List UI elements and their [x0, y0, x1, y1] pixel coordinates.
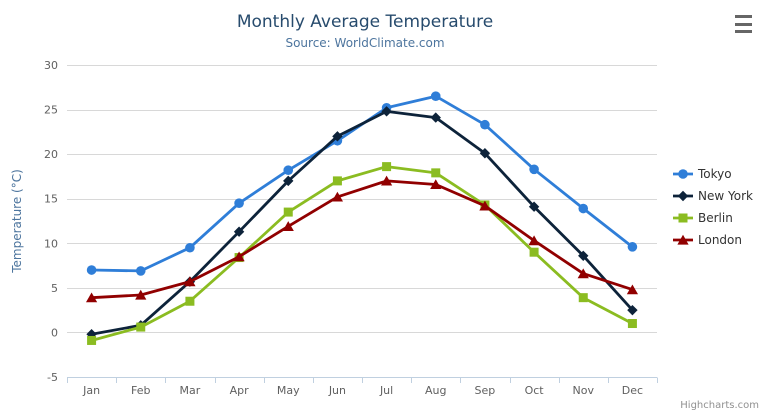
data-point-london[interactable]: [85, 292, 98, 303]
y-axis-label: -5: [47, 371, 58, 384]
data-point-new-york[interactable]: [430, 112, 441, 123]
data-point-berlin[interactable]: [87, 335, 97, 345]
triangle-marker-icon: [673, 234, 693, 245]
data-point-new-york[interactable]: [528, 201, 540, 212]
data-point-berlin[interactable]: [332, 176, 342, 186]
legend-item-berlin[interactable]: Berlin: [673, 207, 753, 229]
diamond-marker-glyph[interactable]: [677, 190, 689, 202]
data-point-tokyo[interactable]: [430, 91, 441, 101]
x-axis-label: Apr: [230, 384, 250, 397]
data-point-berlin[interactable]: [185, 296, 195, 306]
highcharts-credit[interactable]: Highcharts.com: [680, 400, 759, 411]
data-point-tokyo[interactable]: [283, 165, 294, 175]
data-point-new-york[interactable]: [332, 131, 343, 142]
series-line-london: [90, 179, 634, 300]
x-axis-label: Mar: [180, 384, 201, 397]
legend-item-london[interactable]: London: [673, 229, 753, 251]
x-axis-label: Jun: [328, 384, 346, 397]
data-point-tokyo[interactable]: [627, 242, 638, 252]
data-point-london[interactable]: [331, 191, 344, 202]
legend-item-new-york[interactable]: New York: [673, 185, 753, 207]
data-point-new-york[interactable]: [283, 175, 294, 187]
x-axis-label: Jan: [82, 384, 100, 397]
square-marker-icon: [673, 213, 693, 223]
x-axis-label: Oct: [525, 384, 545, 397]
data-point-tokyo[interactable]: [578, 203, 589, 214]
circle-marker-icon: [673, 169, 693, 179]
data-point-london[interactable]: [380, 175, 393, 186]
data-point-london[interactable]: [430, 179, 442, 190]
data-point-berlin[interactable]: [627, 319, 637, 329]
hamburger-icon: [735, 15, 752, 18]
data-point-berlin[interactable]: [431, 168, 441, 178]
data-point-london[interactable]: [626, 284, 639, 295]
data-point-berlin[interactable]: [529, 247, 539, 257]
data-point-london[interactable]: [577, 268, 589, 279]
data-point-new-york[interactable]: [479, 148, 491, 159]
data-point-berlin[interactable]: [283, 207, 293, 217]
chart-subtitle: Source: WorldClimate.com: [285, 36, 445, 50]
data-point-london[interactable]: [282, 221, 294, 231]
y-axis-label: 25: [44, 104, 58, 117]
data-point-london[interactable]: [479, 200, 491, 211]
legend-item-tokyo[interactable]: Tokyo: [673, 163, 753, 185]
data-point-tokyo[interactable]: [234, 198, 244, 208]
data-point-tokyo[interactable]: [135, 266, 146, 276]
y-axis-title: Temperature (°C): [10, 169, 24, 274]
legend-label: London: [698, 233, 742, 247]
data-point-tokyo[interactable]: [529, 164, 539, 175]
y-axis-label: 5: [51, 282, 58, 295]
triangle-marker-glyph[interactable]: [677, 234, 689, 245]
data-point-london[interactable]: [233, 251, 245, 262]
circle-marker-glyph[interactable]: [678, 169, 688, 179]
x-axis-label: Feb: [131, 384, 150, 397]
data-point-new-york[interactable]: [578, 250, 589, 261]
legend: Tokyo New York Berlin London: [673, 163, 753, 251]
legend-label: Tokyo: [698, 167, 732, 181]
data-point-london[interactable]: [135, 289, 147, 300]
chart-title: Monthly Average Temperature: [236, 12, 494, 32]
x-axis-label: Sep: [475, 384, 496, 397]
y-axis-label: 30: [44, 59, 58, 72]
legend-label: New York: [698, 189, 753, 203]
export-menu-button[interactable]: [732, 13, 756, 35]
x-axis-label: May: [277, 384, 300, 397]
y-axis-label: 15: [44, 193, 58, 206]
data-point-london[interactable]: [184, 276, 196, 287]
series-line-berlin: [90, 165, 634, 342]
data-point-new-york[interactable]: [381, 106, 392, 117]
data-point-new-york[interactable]: [233, 226, 245, 237]
y-axis-label: 20: [44, 148, 58, 161]
y-axis-label: 10: [44, 237, 58, 250]
series-line-new-york: [90, 110, 634, 336]
x-axis-label: Dec: [622, 384, 643, 397]
legend-label: Berlin: [698, 211, 733, 225]
x-axis-label: Aug: [425, 384, 446, 397]
x-axis-label: Nov: [573, 384, 595, 397]
square-marker-glyph[interactable]: [678, 213, 688, 223]
data-point-tokyo[interactable]: [185, 242, 195, 253]
data-point-new-york[interactable]: [627, 304, 638, 316]
diamond-marker-icon: [673, 190, 693, 202]
data-point-tokyo[interactable]: [86, 265, 97, 275]
data-point-berlin[interactable]: [136, 322, 146, 332]
data-point-tokyo[interactable]: [480, 119, 490, 130]
y-axis-label: 0: [51, 326, 58, 339]
data-point-london[interactable]: [528, 235, 540, 246]
x-axis-label: Jul: [379, 384, 393, 397]
data-point-berlin[interactable]: [382, 162, 392, 172]
data-point-berlin[interactable]: [578, 293, 588, 303]
